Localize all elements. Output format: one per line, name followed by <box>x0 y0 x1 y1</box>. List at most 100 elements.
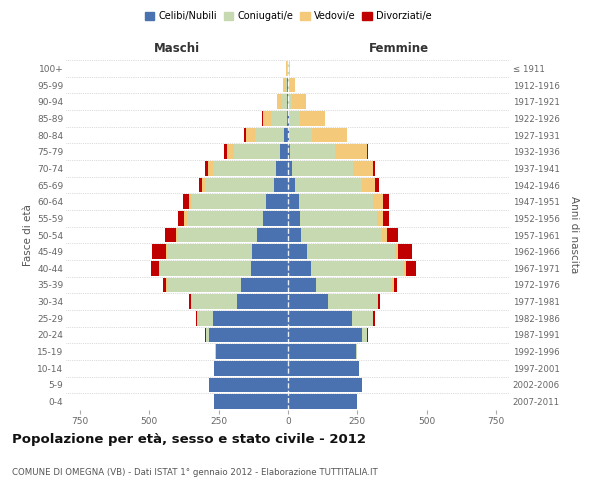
Bar <box>288 378 362 392</box>
Bar <box>288 144 290 159</box>
Y-axis label: Anni di nascita: Anni di nascita <box>569 196 580 274</box>
Bar <box>378 294 380 309</box>
Text: Maschi: Maschi <box>154 42 200 55</box>
Bar <box>286 78 287 92</box>
Bar <box>214 361 288 376</box>
Bar <box>392 278 394 292</box>
Bar <box>167 244 252 259</box>
Bar <box>271 111 287 126</box>
Bar <box>292 161 353 176</box>
Bar <box>283 78 286 92</box>
Bar <box>404 261 406 276</box>
Bar <box>288 244 307 259</box>
Bar <box>205 161 208 176</box>
Bar <box>184 211 187 226</box>
Bar <box>307 244 395 259</box>
Bar <box>224 144 227 159</box>
Bar <box>199 178 202 192</box>
Bar <box>209 328 288 342</box>
Bar <box>241 278 288 292</box>
Bar <box>263 111 271 126</box>
Bar <box>252 244 288 259</box>
Bar <box>288 211 299 226</box>
Bar <box>213 311 288 326</box>
Bar <box>263 211 288 226</box>
Bar <box>205 178 274 192</box>
Bar <box>328 294 377 309</box>
Bar <box>288 261 311 276</box>
Bar <box>288 94 292 109</box>
Bar <box>209 378 288 392</box>
Bar <box>288 328 362 342</box>
Bar <box>275 161 288 176</box>
Bar <box>367 144 368 159</box>
Bar <box>166 244 167 259</box>
Text: Popolazione per età, sesso e stato civile - 2012: Popolazione per età, sesso e stato civil… <box>12 432 366 446</box>
Bar <box>373 161 375 176</box>
Bar <box>292 94 307 109</box>
Bar <box>316 278 392 292</box>
Bar <box>214 394 288 409</box>
Bar <box>251 261 288 276</box>
Bar <box>236 294 288 309</box>
Bar <box>216 344 288 359</box>
Bar <box>288 78 289 92</box>
Bar <box>299 194 373 209</box>
Bar <box>178 228 257 242</box>
Bar <box>299 211 377 226</box>
Bar <box>288 194 299 209</box>
Bar <box>176 228 178 242</box>
Bar <box>312 128 347 142</box>
Bar <box>356 344 358 359</box>
Bar <box>287 111 288 126</box>
Bar <box>376 178 379 192</box>
Bar <box>388 228 398 242</box>
Bar <box>301 228 382 242</box>
Bar <box>335 144 367 159</box>
Bar <box>383 194 389 209</box>
Bar <box>160 261 251 276</box>
Bar <box>288 344 356 359</box>
Bar <box>152 244 166 259</box>
Bar <box>192 194 266 209</box>
Bar <box>394 278 397 292</box>
Legend: Celibi/Nubili, Coniugati/e, Vedovi/e, Divorziati/e: Celibi/Nubili, Coniugati/e, Vedovi/e, Di… <box>141 8 435 25</box>
Bar <box>289 128 312 142</box>
Bar <box>295 178 362 192</box>
Bar <box>288 361 359 376</box>
Bar <box>289 61 290 76</box>
Bar <box>274 178 288 192</box>
Bar <box>288 294 328 309</box>
Bar <box>192 294 236 309</box>
Bar <box>299 111 325 126</box>
Bar <box>244 128 245 142</box>
Bar <box>208 161 213 176</box>
Bar <box>202 178 205 192</box>
Bar <box>352 311 373 326</box>
Bar <box>311 261 404 276</box>
Bar <box>257 228 288 242</box>
Bar <box>206 328 209 342</box>
Bar <box>288 394 358 409</box>
Bar <box>395 244 398 259</box>
Bar <box>288 278 316 292</box>
Bar <box>373 194 383 209</box>
Bar <box>233 144 280 159</box>
Bar <box>377 211 383 226</box>
Bar <box>196 311 197 326</box>
Bar <box>288 311 352 326</box>
Bar <box>280 144 288 159</box>
Text: Femmine: Femmine <box>369 42 429 55</box>
Bar <box>178 211 184 226</box>
Bar <box>362 328 367 342</box>
Bar <box>288 161 292 176</box>
Bar <box>227 144 233 159</box>
Bar <box>288 228 301 242</box>
Bar <box>284 128 288 142</box>
Bar <box>189 294 191 309</box>
Bar <box>159 261 160 276</box>
Bar <box>289 111 299 126</box>
Bar <box>198 311 213 326</box>
Bar <box>166 278 167 292</box>
Bar <box>215 344 216 359</box>
